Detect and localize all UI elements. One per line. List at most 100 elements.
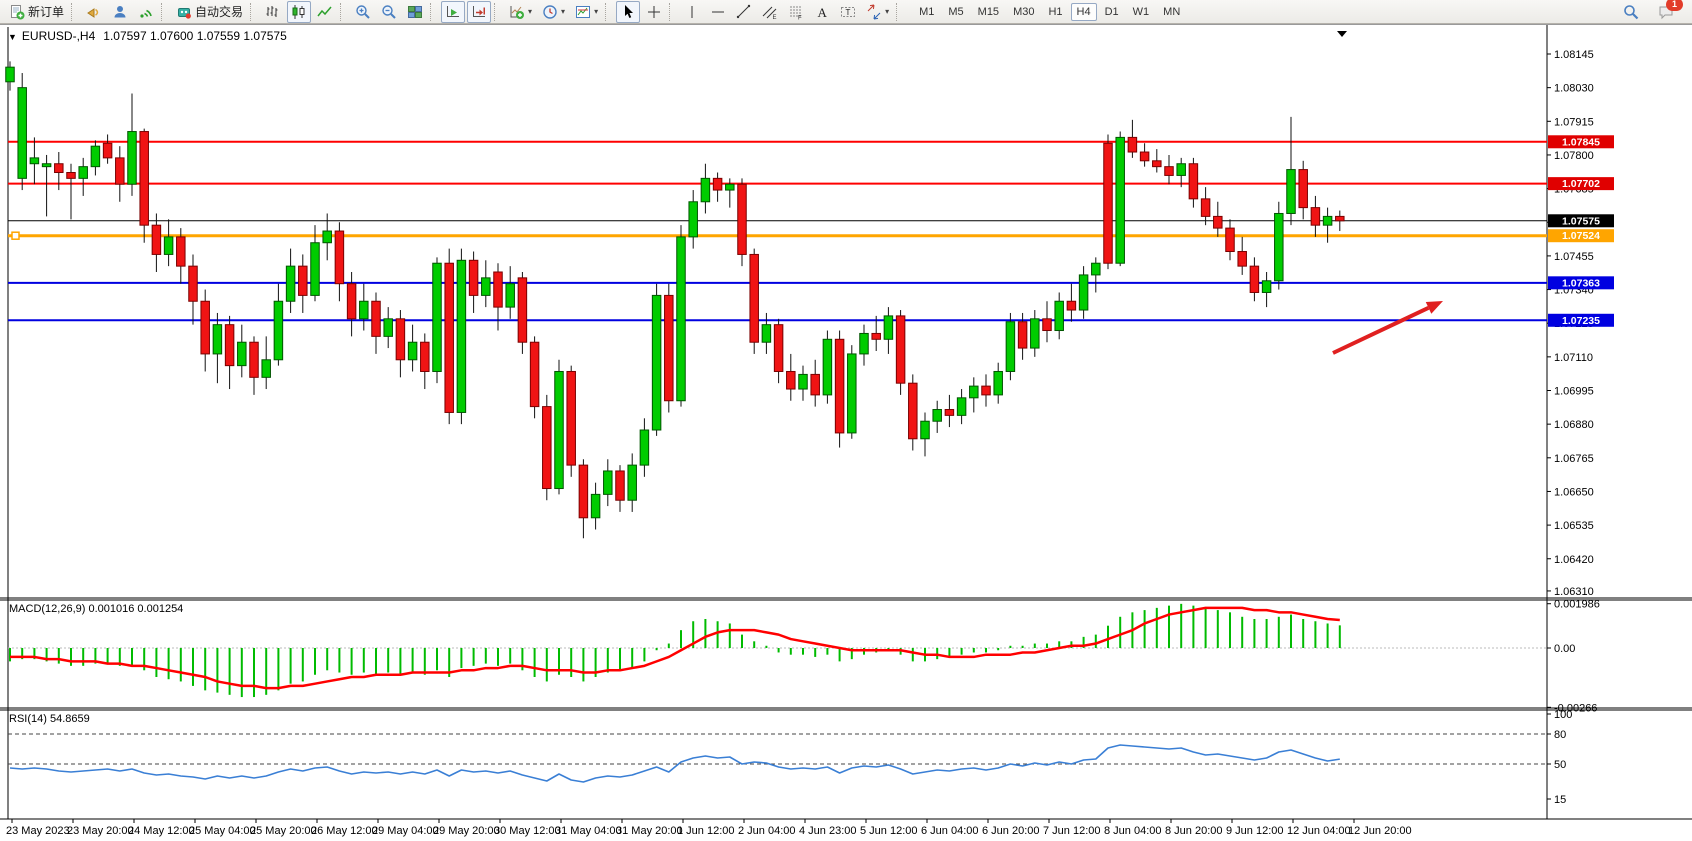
equidistant-channel-button[interactable]: E (758, 1, 782, 23)
svg-text:2 Jun 04:00: 2 Jun 04:00 (738, 825, 796, 837)
timeframe-d1-button[interactable]: D1 (1104, 5, 1119, 18)
timeframe-mn-button[interactable]: MN (1163, 5, 1181, 18)
macd-values: 0.001016 0.001254 (88, 603, 184, 615)
chevron-down-icon[interactable]: ▾ (561, 7, 566, 16)
sound-alerts-icon (86, 4, 102, 20)
chart-shift-marker[interactable] (1337, 31, 1347, 37)
sound-alerts-button[interactable] (82, 1, 106, 23)
svg-text:7 Jun 12:00: 7 Jun 12:00 (1043, 825, 1101, 837)
timeframe-bar: M1 M5 M15 M30 H1 H4 D1 W1 MN (912, 2, 1187, 21)
autotrading-icon (176, 4, 192, 20)
timeframe-w1-button[interactable]: W1 (1132, 5, 1150, 18)
arrows-button[interactable]: ▾ (862, 1, 893, 23)
svg-text:1.07915: 1.07915 (1554, 116, 1594, 128)
text-label-icon: T (840, 4, 856, 20)
chart-canvas[interactable]: 1.081451.080301.079151.078001.076851.075… (0, 25, 1692, 841)
autotrading-button[interactable]: 自动交易 (172, 1, 247, 23)
periods-button[interactable]: ▾ (538, 1, 569, 23)
arrows-icon (866, 4, 882, 20)
chevron-down-icon[interactable]: ▾ (885, 7, 890, 16)
zoom-in-button[interactable] (351, 1, 375, 23)
trendline-icon (736, 4, 752, 20)
svg-text:1.07575: 1.07575 (1562, 215, 1600, 227)
chevron-down-icon[interactable]: ▾ (528, 7, 533, 16)
templates-button[interactable]: ▾ (571, 1, 602, 23)
signals-button[interactable] (134, 1, 158, 23)
cursor-button[interactable] (616, 0, 641, 23)
svg-text:1.07455: 1.07455 (1554, 251, 1594, 263)
svg-text:-0.00266: -0.00266 (1554, 702, 1597, 714)
line-chart-icon (317, 4, 333, 20)
svg-text:26 May 12:00: 26 May 12:00 (311, 825, 378, 837)
svg-text:12 Jun 04:00: 12 Jun 04:00 (1287, 825, 1351, 837)
rsi-indicator-label: RSI(14) 54.8659 (9, 713, 90, 725)
price-labels: 1.07845 1.07702 1.07575 1.07524 1.07363 1.072… (1548, 135, 1614, 327)
svg-text:1.08145: 1.08145 (1554, 49, 1594, 61)
svg-text:1.08030: 1.08030 (1554, 83, 1594, 95)
timeframe-h4-button[interactable]: H4 (1070, 2, 1097, 21)
auto-scroll-button[interactable] (441, 0, 466, 23)
mql5-community-button[interactable] (108, 1, 132, 23)
chart-symbol-period: EURUSD-,H4 (21, 29, 96, 43)
svg-text:0.001986: 0.001986 (1554, 599, 1600, 611)
horizontal-line-button[interactable] (706, 1, 730, 23)
fibonacci-icon: F (788, 4, 804, 20)
search-button[interactable] (1619, 1, 1643, 23)
zoom-out-icon (381, 4, 397, 20)
svg-text:1.07800: 1.07800 (1554, 150, 1594, 162)
notifications-button[interactable]: 1 (1654, 0, 1683, 23)
notification-count-badge: 1 (1666, 0, 1683, 11)
fibonacci-button[interactable]: F (784, 1, 808, 23)
search-icon (1623, 4, 1639, 20)
svg-text:100: 100 (1554, 709, 1572, 721)
text-label-button[interactable]: T (836, 1, 860, 23)
toolbar-separator (605, 2, 613, 21)
svg-text:1.06995: 1.06995 (1554, 386, 1594, 398)
svg-text:80: 80 (1554, 729, 1566, 741)
crosshair-button[interactable] (642, 1, 666, 23)
trendline-button[interactable] (732, 1, 756, 23)
svg-text:15: 15 (1554, 794, 1566, 806)
text-button[interactable]: A (810, 1, 834, 23)
rsi-value: 54.8659 (49, 713, 90, 725)
bar-chart-button[interactable] (261, 1, 285, 23)
svg-text:E: E (773, 15, 777, 20)
chart-ohlc-values: 1.07597 1.07600 1.07559 1.07575 (103, 29, 287, 43)
svg-text:12 Jun 20:00: 12 Jun 20:00 (1348, 825, 1412, 837)
toolbar-separator (250, 2, 258, 21)
tile-windows-button[interactable] (403, 1, 427, 23)
macd-indicator-label: MACD(12,26,9) 0.001016 0.001254 (9, 603, 184, 615)
timeframe-h1-button[interactable]: H1 (1048, 5, 1063, 18)
new-order-label: 新订单 (28, 5, 65, 19)
svg-text:1.07845: 1.07845 (1562, 136, 1600, 148)
svg-text:1.07235: 1.07235 (1562, 315, 1600, 327)
timeframe-m1-button[interactable]: M1 (919, 5, 935, 18)
timeframe-m30-button[interactable]: M30 (1013, 5, 1035, 18)
new-order-button[interactable]: 新订单 (5, 1, 68, 23)
timeframe-m15-button[interactable]: M15 (977, 5, 1000, 18)
svg-text:1.07702: 1.07702 (1562, 178, 1600, 190)
svg-text:29 May 20:00: 29 May 20:00 (433, 825, 500, 837)
svg-text:1.06765: 1.06765 (1554, 453, 1594, 465)
line-chart-button[interactable] (313, 1, 337, 23)
svg-text:24 May 12:00: 24 May 12:00 (128, 825, 195, 837)
svg-text:6 Jun 04:00: 6 Jun 04:00 (921, 825, 979, 837)
toolbar-separator (430, 2, 438, 21)
vertical-line-button[interactable] (680, 1, 704, 23)
vertical-line-icon (684, 4, 700, 20)
crosshair-icon (646, 4, 662, 20)
window-menu-icon[interactable]: ▼ (8, 32, 17, 42)
zoom-out-button[interactable] (377, 1, 401, 23)
svg-text:T: T (846, 7, 851, 16)
chart-window[interactable]: ▼ EURUSD-,H4 1.07597 1.07600 1.07559 1.075… (0, 24, 1692, 841)
chart-shift-button[interactable] (467, 0, 492, 23)
timeframe-m5-button[interactable]: M5 (948, 5, 964, 18)
chevron-down-icon[interactable]: ▾ (594, 7, 599, 16)
candlestick-chart-button[interactable] (287, 0, 312, 23)
arrow-annotation[interactable] (1332, 301, 1443, 355)
indicators-button[interactable]: ▾ (505, 1, 536, 23)
svg-text:F: F (798, 15, 802, 20)
svg-text:1 Jun 12:00: 1 Jun 12:00 (677, 825, 735, 837)
toolbar-separator (896, 2, 904, 21)
horizontal-lines[interactable] (8, 140, 1547, 322)
